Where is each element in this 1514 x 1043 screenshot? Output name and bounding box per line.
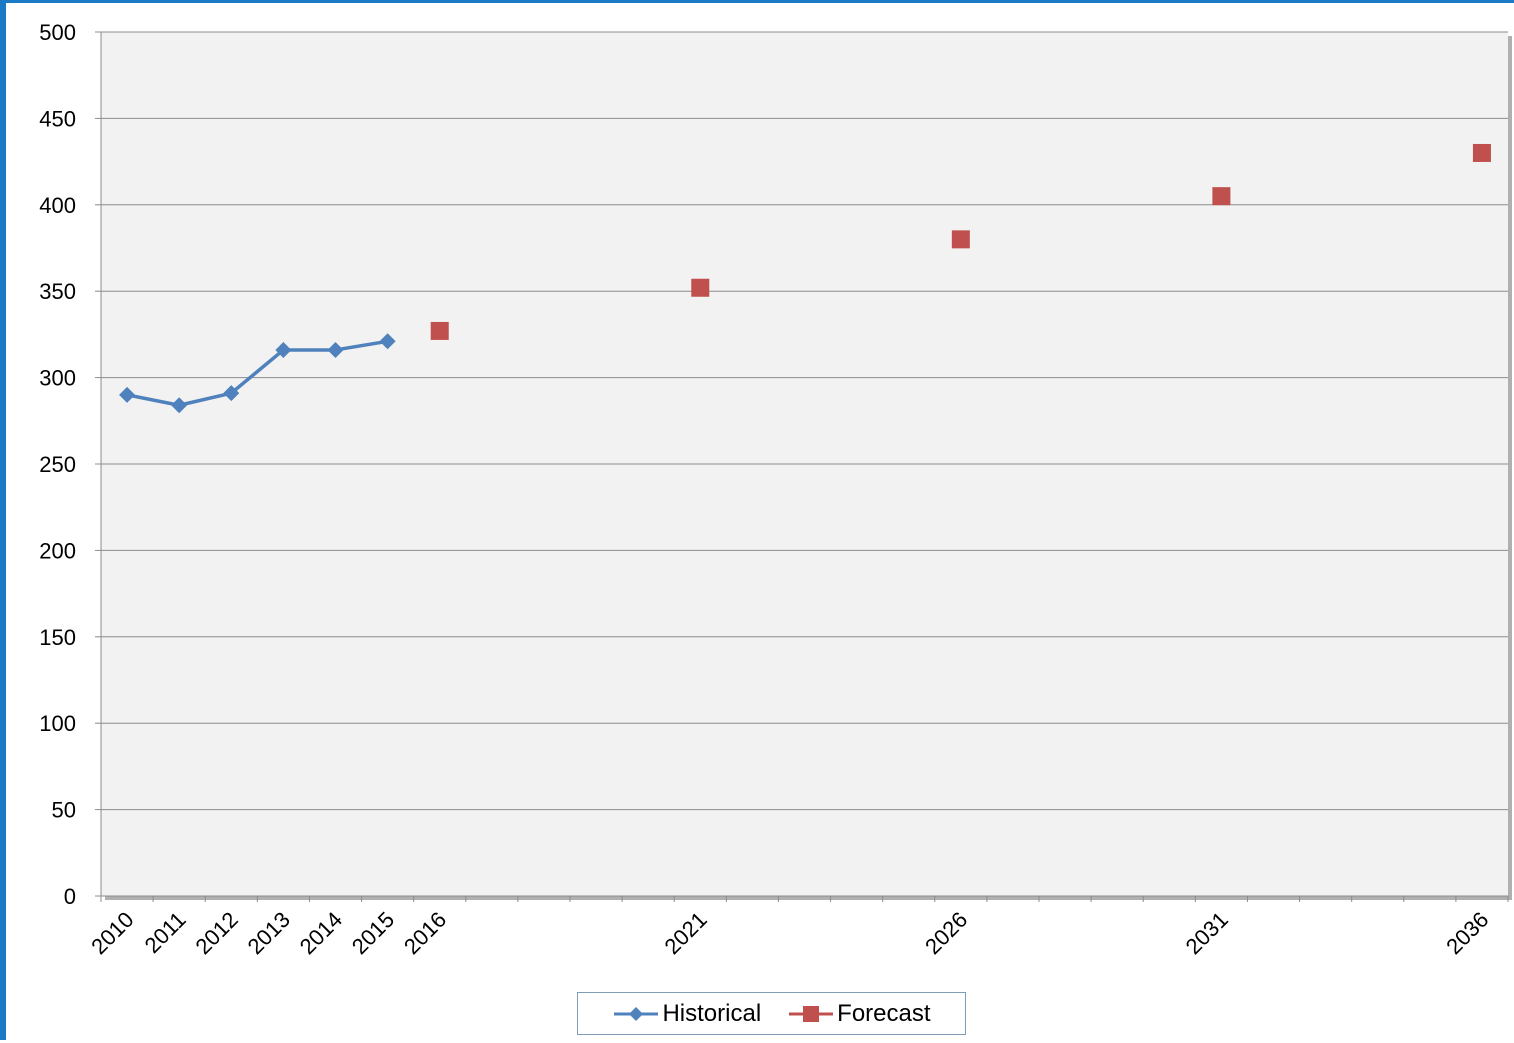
x-tick-label: 2011 [140, 907, 191, 958]
data-point-forecast[interactable] [691, 278, 710, 297]
legend-item-historical[interactable]: Historical [612, 1000, 761, 1028]
forecast-line-square-icon [789, 1005, 834, 1022]
y-tick-label: 150 [39, 625, 76, 650]
legend-label-historical: Historical [662, 999, 762, 1027]
data-point-historical[interactable] [379, 333, 396, 350]
x-tick-label: 2021 [660, 907, 712, 959]
axes [95, 31, 1509, 902]
legend-item-forecast[interactable]: Forecast [787, 999, 931, 1028]
legend-label-forecast: Forecast [837, 999, 931, 1027]
y-tick-label: 100 [39, 711, 76, 736]
x-tick-label: 2014 [295, 907, 347, 959]
x-tick-label: 2026 [920, 907, 972, 959]
x-tick-label: 2013 [243, 907, 295, 959]
x-tick-label: 2016 [399, 907, 451, 959]
y-tick-label: 200 [39, 538, 76, 563]
data-point-historical[interactable] [223, 385, 240, 402]
y-tick-label: 400 [39, 193, 76, 218]
y-tick-label: 0 [64, 884, 76, 909]
data-point-historical[interactable] [327, 341, 344, 358]
y-tick-label: 250 [39, 452, 76, 477]
historical-line-diamond-icon [614, 1006, 659, 1021]
x-tick-label: 2036 [1441, 907, 1493, 959]
legend: Historical Forecast [577, 992, 966, 1035]
data-point-historical[interactable] [171, 397, 188, 414]
y-tick-labels: 0 50 100 150 200 250 300 350 400 450 500 [39, 20, 76, 909]
data-point-historical[interactable] [119, 386, 136, 403]
y-tick-label: 350 [39, 279, 76, 304]
data-point-historical[interactable] [275, 341, 292, 358]
data-point-forecast[interactable] [430, 321, 449, 340]
data-point-forecast[interactable] [1472, 143, 1491, 162]
x-tick-label: 2031 [1181, 907, 1233, 959]
y-tick-label: 300 [39, 366, 76, 391]
x-tick-label: 2010 [86, 907, 138, 959]
y-tick-label: 50 [52, 798, 76, 823]
data-point-forecast[interactable] [951, 230, 970, 249]
series-line-historical [126, 339, 388, 407]
y-tick-label: 450 [39, 106, 76, 131]
x-tick-labels: 2010 2011 2012 2013 2014 2015 2016 2021 2026 2031… [86, 907, 1493, 959]
x-tick-label: 2015 [347, 907, 399, 959]
y-tick-label: 500 [39, 20, 76, 45]
data-point-forecast[interactable] [1212, 187, 1231, 206]
series [119, 143, 1491, 414]
x-tick-label: 2012 [191, 907, 243, 959]
grid-lines [101, 31, 1508, 811]
